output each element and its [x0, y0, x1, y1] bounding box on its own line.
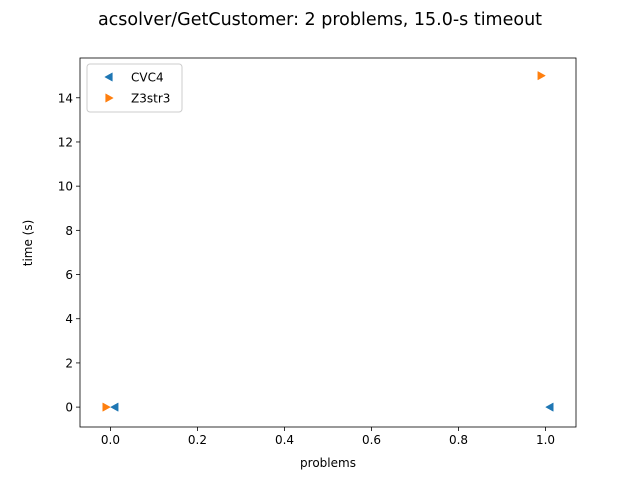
legend-marker-cvc4: [104, 72, 113, 82]
x-tick-label: 0.0: [101, 433, 120, 447]
data-point-cvc4: [545, 402, 554, 412]
legend-label: CVC4: [131, 71, 164, 85]
legend-marker-z3str3: [105, 93, 114, 103]
x-tick-label: 0.4: [275, 433, 294, 447]
y-tick-label: 10: [58, 180, 73, 194]
y-tick-label: 8: [65, 224, 73, 238]
x-tick-label: 1.0: [536, 433, 555, 447]
chart-title: acsolver/GetCustomer: 2 problems, 15.0-s…: [98, 10, 542, 30]
x-tick-label: 0.8: [449, 433, 468, 447]
y-tick-label: 2: [65, 356, 73, 370]
y-tick-label: 12: [58, 135, 73, 149]
x-tick-label: 0.2: [188, 433, 207, 447]
plot-frame: [79, 57, 577, 428]
data-point-z3str3: [537, 71, 546, 81]
x-tick-label: 0.6: [362, 433, 381, 447]
x-axis-label: problems: [300, 456, 356, 470]
y-tick-label: 6: [65, 268, 73, 282]
y-tick-label: 4: [65, 312, 73, 326]
legend-label: Z3str3: [131, 92, 170, 106]
y-axis-label: time (s): [21, 220, 35, 267]
data-point-cvc4: [110, 402, 119, 412]
y-tick-label: 0: [65, 401, 73, 415]
data-point-z3str3: [102, 402, 111, 412]
y-tick-label: 14: [58, 91, 73, 105]
